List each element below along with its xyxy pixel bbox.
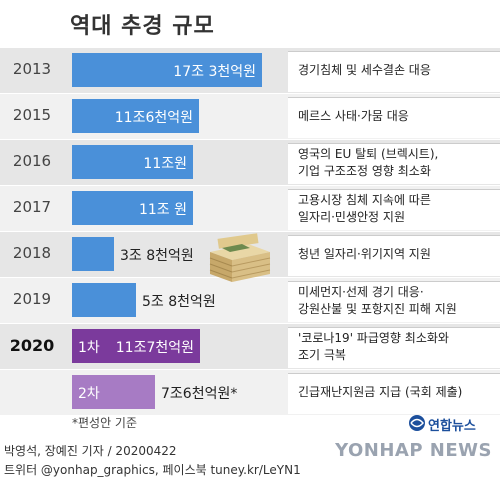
bar [72, 99, 199, 133]
bar [72, 145, 193, 179]
reason-note-line: 조기 극복 [298, 348, 346, 362]
reason-note: 긴급재난지원금 지급 (국회 제출) [298, 384, 462, 401]
bar [72, 237, 114, 271]
reason-note-line: '코로나19' 파급영향 최소화와 [298, 331, 449, 345]
year-label: 2015 [12, 106, 52, 124]
reason-note: 청년 일자리·위기지역 지원 [298, 246, 431, 263]
footnote: *편성안 기준 [72, 416, 138, 430]
year-label: 2020 [9, 336, 55, 355]
year-label: 2013 [12, 60, 52, 78]
yonhap-globe-icon [409, 415, 425, 431]
bar [72, 53, 262, 87]
note-box [288, 327, 500, 368]
bar-value-label: 11조 원 [138, 202, 187, 218]
bar-value-label: 5조 8천억원 [142, 294, 216, 310]
yonhap-logo-big: YONHAP NEWS [335, 440, 492, 461]
reason-note: 메르스 사태·가뭄 대응 [298, 108, 409, 125]
chart-row: 2015 11조6천억원 메르스 사태·가뭄 대응 [0, 94, 500, 139]
chart-row: 2013 17조 3천억원 경기침체 및 세수결손 대응 [0, 48, 500, 93]
chart-row: 2차 7조6천억원* 긴급재난지원금 지급 (국회 제출) [0, 370, 500, 415]
reason-note-line: 메르스 사태·가뭄 대응 [298, 109, 409, 123]
reason-note-line: 일자리·민생안정 지원 [298, 210, 405, 224]
chart-title: 역대 추경 규모 [70, 14, 215, 39]
bar [72, 329, 200, 363]
note-box [288, 143, 500, 184]
year-label: 2019 [12, 290, 52, 308]
bar-value-label: 11조원 [143, 156, 187, 172]
bar [72, 375, 155, 409]
bar-value-label: 11조7천억원 [115, 340, 194, 356]
bar-value-label: 11조6천억원 [114, 110, 193, 126]
reason-note-line: 미세먼지·선제 경기 대응· [298, 285, 424, 299]
round-badge: 1차 [78, 340, 100, 356]
bar-value-label: 7조6천억원* [161, 386, 238, 402]
credit-reporters: 박영석, 장예진 기자 / 20200422 [4, 444, 177, 458]
note-box [288, 97, 500, 138]
note-box [288, 373, 500, 414]
note-box [288, 235, 500, 276]
year-label: 2017 [12, 198, 52, 216]
reason-note-line: 영국의 EU 탈퇴 (브렉시트), [298, 147, 439, 161]
chart-row: 2016 11조원 영국의 EU 탈퇴 (브렉시트), 기업 구조조정 영향 최소화 [0, 140, 500, 185]
bar [72, 283, 136, 317]
reason-note: 경기침체 및 세수결손 대응 [298, 62, 431, 79]
chart-row: 2019 5조 8천억원 미세먼지·선제 경기 대응· 강원산불 및 포항지진 피해 … [0, 278, 500, 323]
note-box [288, 51, 500, 92]
bar [72, 191, 193, 225]
credit-social: 트위터 @yonhap_graphics, 페이스북 tuney.kr/LeYN… [4, 463, 301, 477]
bar-value-label: 17조 3천억원 [173, 64, 256, 80]
money-stack-icon [209, 233, 271, 282]
bar-value-label: 3조 8천억원 [120, 248, 194, 264]
reason-note-line: 강원산불 및 포항지진 피해 지원 [298, 302, 457, 316]
reason-note-line: 경기침체 및 세수결손 대응 [298, 63, 431, 77]
yonhap-logo-small: 연합뉴스 [428, 419, 476, 434]
round-badge: 2차 [78, 386, 100, 402]
reason-note-line: 긴급재난지원금 지급 (국회 제출) [298, 385, 463, 399]
year-label: 2016 [12, 152, 52, 170]
note-box [288, 281, 500, 322]
reason-note-line: 기업 구조조정 영향 최소화 [298, 164, 431, 178]
reason-note: 영국의 EU 탈퇴 (브렉시트), 기업 구조조정 영향 최소화 [298, 146, 438, 180]
reason-note-line: 고용시장 침체 지속에 따른 [298, 193, 431, 207]
reason-note-line: 청년 일자리·위기지역 지원 [298, 247, 431, 261]
year-label: 2018 [12, 244, 52, 262]
note-box [288, 189, 500, 230]
reason-note: 미세먼지·선제 경기 대응· 강원산불 및 포항지진 피해 지원 [298, 284, 457, 318]
